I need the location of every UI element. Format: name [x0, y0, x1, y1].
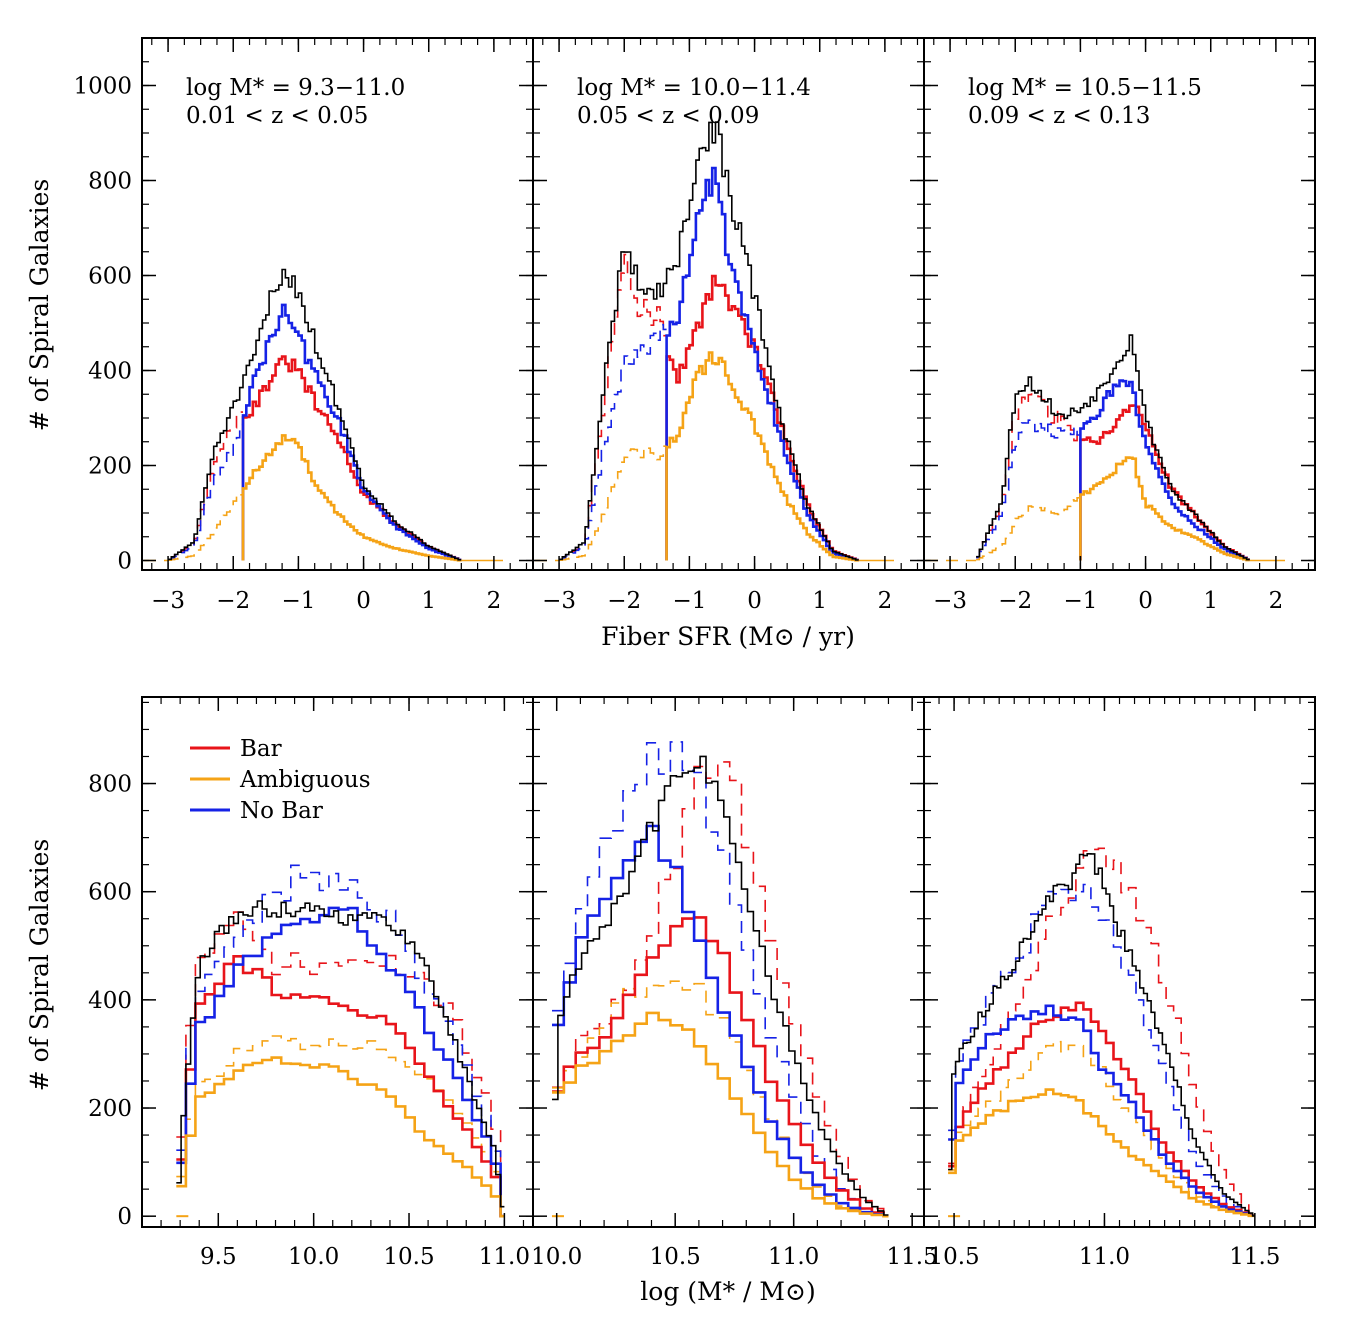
bottom-panel-2-bar-dashed [552, 761, 889, 1217]
top-panel-3-all-histogram [976, 334, 1250, 561]
bottom-panel-2-ambiguous-solid [552, 1011, 889, 1218]
bottom-panel-1-no-bar-dashed [176, 864, 505, 1217]
top-panel-2-ambiguous-solid [665, 351, 859, 562]
top-panel-1-ambiguous-dashed [168, 492, 243, 561]
bottom-panel-2-ambiguous-dashed [552, 980, 889, 1217]
top-panel-1-ytick-label: 1000 [73, 74, 132, 100]
top-panel-1-xtick-label: 0 [356, 588, 371, 614]
top-panel-3-xtick-label: 2 [1269, 588, 1284, 614]
bottom-panel-1-all-histogram [176, 900, 505, 1208]
top-panel-1-ytick-label: 800 [88, 169, 132, 195]
bottom-panel-1-ytick-label: 600 [88, 880, 132, 906]
bottom-panel-1-ambiguous-solid [176, 1056, 505, 1218]
top-panel-3-no-bar-solid [1079, 379, 1250, 561]
top-panel-1-xtick-label: −2 [216, 588, 250, 614]
top-x-axis-title: Fiber SFR (M⊙ / yr) [601, 622, 855, 651]
bottom-panel-3-bar-dashed [948, 847, 1255, 1215]
top-panel-3-mass-label: log M* = 10.5−11.5 [968, 75, 1202, 101]
bottom-panel-2-all-histogram [552, 755, 889, 1216]
top-panel-1-no-bar-solid [241, 303, 462, 562]
top-panel-1-z-label: 0.01 < z < 0.05 [186, 103, 368, 129]
legend: Bar Ambiguous No Bar [190, 736, 371, 824]
top-panel-2-ambiguous-dashed [559, 445, 667, 561]
legend-label-ambiguous: Ambiguous [239, 767, 371, 793]
bottom-panel-3-ambiguous-solid [948, 1088, 1255, 1218]
top-panel-1-xtick-label: −3 [151, 588, 185, 614]
top-panel-2-xtick-label: 1 [812, 588, 827, 614]
bottom-panel-1-ytick-label: 200 [88, 1096, 132, 1122]
top-panel-1-xtick-label: 2 [487, 588, 502, 614]
bottom-panel-3-xtick-label: 11.0 [1079, 1244, 1130, 1270]
top-panel-1-ambiguous-solid [241, 434, 462, 562]
top-panel-2-z-label: 0.05 < z < 0.09 [577, 103, 759, 129]
legend-label-bar: Bar [240, 736, 282, 762]
top-panel-1-ytick-label: 200 [88, 454, 132, 480]
top-panel-2-xtick-label: 0 [747, 588, 762, 614]
bottom-panel-2-bar-solid [552, 916, 889, 1218]
bottom-panel-2-xtick-label: 11.5 [887, 1244, 938, 1270]
bottom-panel-1-xtick-label: 11.0 [479, 1244, 530, 1270]
top-panel-3-bar-dashed [976, 392, 1081, 558]
top-panel-1-bar-solid [241, 355, 462, 562]
top-panel-1-xtick-label: −1 [281, 588, 315, 614]
top-panel-1-xtick-label: 1 [421, 588, 436, 614]
top-panel-3-no-bar-dashed [976, 419, 1081, 559]
top-panel-2-xtick-label: −1 [672, 588, 706, 614]
bottom-panel-3-ambiguous-dashed [948, 1040, 1255, 1217]
top-panel-3-ambiguous-solid [1079, 456, 1250, 562]
bottom-panel-1-ytick-label: 800 [88, 772, 132, 798]
bottom-panel-1-ytick-label: 400 [88, 988, 132, 1014]
bottom-panel-3-frame [923, 696, 1316, 1228]
bottom-panel-1-xtick-label: 10.5 [383, 1244, 434, 1270]
top-panel-1-no-bar-dashed [168, 423, 243, 561]
top-panel-2-bar-solid [665, 274, 859, 562]
bottom-panel-3-no-bar-solid [948, 1004, 1255, 1217]
bottom-panel-1-xtick-label: 10.0 [288, 1244, 339, 1270]
top-panel-1-ytick-label: 400 [88, 359, 132, 385]
top-panel-1-mass-label: log M* = 9.3−11.0 [186, 75, 405, 101]
top-panel-2-xtick-label: −2 [607, 588, 641, 614]
top-panel-1-all-histogram [168, 268, 462, 561]
bottom-panel-3-xtick-label: 11.5 [1229, 1244, 1280, 1270]
bottom-panel-1-ambiguous-dashed [176, 1035, 505, 1217]
top-panel-3-xtick-label: 1 [1203, 588, 1218, 614]
top-panel-1-ytick-label: 0 [117, 549, 132, 575]
top-y-axis-title: # of Spiral Galaxies [25, 179, 54, 432]
curves-layer [144, 121, 1285, 1218]
bottom-panel-3-all-histogram [948, 853, 1255, 1217]
top-panel-2-xtick-label: 2 [878, 588, 893, 614]
legend-label-no-bar: No Bar [240, 798, 323, 824]
top-panel-1-ytick-label: 600 [88, 264, 132, 290]
bottom-panel-2-xtick-label: 10.5 [650, 1244, 701, 1270]
bottom-panel-1-bar-dashed [176, 911, 505, 1217]
top-panel-3-xtick-label: −1 [1063, 588, 1097, 614]
top-panel-2-mass-label: log M* = 10.0−11.4 [577, 75, 811, 101]
bottom-x-axis-title: log (M* / M⊙) [640, 1277, 815, 1306]
bottom-panel-1-no-bar-solid [176, 906, 505, 1218]
top-panel-3-xtick-label: 0 [1138, 588, 1153, 614]
top-panel-2-all-histogram [559, 121, 859, 561]
top-panel-2-no-bar-dashed [559, 323, 667, 561]
bottom-panel-2-xtick-label: 11.0 [768, 1244, 819, 1270]
top-panel-3-frame [923, 37, 1316, 571]
bottom-panel-3-xtick-label: 10.5 [928, 1244, 979, 1270]
top-panel-3-ambiguous-dashed [976, 497, 1081, 561]
top-panel-3-xtick-label: −2 [998, 588, 1032, 614]
top-panel-1-bar-dashed [168, 411, 243, 561]
bottom-panel-1-ytick-label: 0 [117, 1204, 132, 1230]
bottom-panel-2-no-bar-solid [552, 824, 889, 1218]
bottom-panel-2-xtick-label: 10.0 [531, 1244, 582, 1270]
top-panel-3-xtick-label: −3 [933, 588, 967, 614]
top-panel-2-bar-dashed [559, 253, 667, 561]
bottom-panel-1-xtick-label: 9.5 [200, 1244, 237, 1270]
bottom-panel-2-no-bar-dashed [552, 741, 889, 1217]
bottom-y-axis-title: # of Spiral Galaxies [25, 839, 54, 1092]
bottom-panel-3-bar-solid [948, 1001, 1255, 1217]
bottom-panel-1-bar-solid [176, 955, 505, 1218]
top-panel-3-z-label: 0.09 < z < 0.13 [968, 103, 1150, 129]
top-panel-2-no-bar-solid [665, 166, 859, 562]
top-panel-2-xtick-label: −3 [542, 588, 576, 614]
